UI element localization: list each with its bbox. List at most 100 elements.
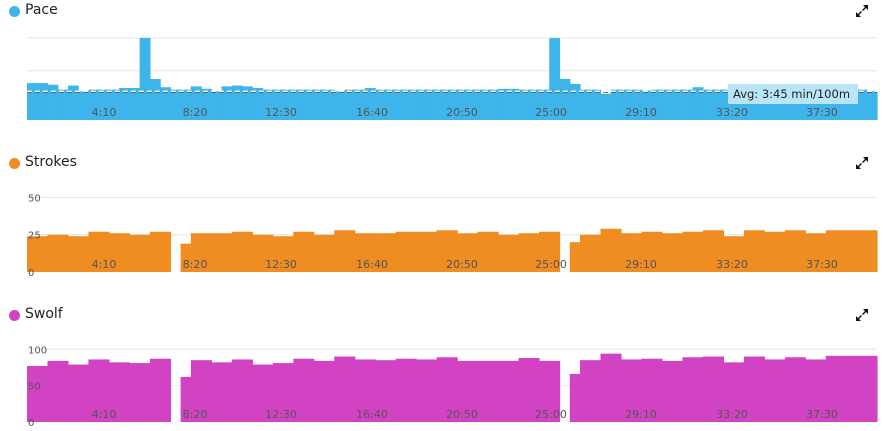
data-bar — [47, 360, 59, 422]
data-bar — [180, 376, 192, 422]
data-bar — [67, 85, 79, 120]
x-tick-label: 12:30 — [265, 258, 297, 271]
swolf-title: Swolf — [25, 306, 63, 322]
data-bar — [733, 362, 745, 422]
data-bar — [149, 358, 161, 422]
data-bar — [498, 360, 509, 422]
expand-icon[interactable] — [855, 156, 869, 170]
data-bar — [190, 360, 202, 422]
data-bar — [283, 236, 294, 272]
x-tick-label: 8:20 — [183, 258, 208, 271]
data-bar — [67, 364, 79, 422]
data-bar — [313, 360, 325, 422]
pace-chart: 4:10 8:20 12:30 16:40 20:50 25:00 29:10 33:20 37… — [27, 37, 878, 120]
data-bar — [610, 89, 622, 120]
data-bar — [702, 89, 714, 120]
data-bar — [98, 89, 110, 120]
data-bar — [856, 230, 868, 272]
data-bar — [364, 233, 376, 272]
data-bar — [866, 91, 878, 120]
data-bar — [303, 231, 315, 272]
data-bar — [518, 89, 530, 120]
data-bar — [108, 362, 120, 422]
data-bar — [323, 360, 335, 422]
data-bar — [815, 359, 827, 422]
data-bar — [631, 89, 643, 120]
data-bar — [764, 90, 776, 120]
data-bar — [764, 231, 776, 272]
data-bar — [487, 231, 499, 272]
expand-icon[interactable] — [855, 4, 869, 18]
x-tick-label: 20:50 — [446, 106, 478, 119]
data-bar — [590, 360, 602, 422]
data-bar — [651, 89, 663, 120]
data-bar — [27, 236, 38, 272]
data-bar — [856, 89, 868, 120]
data-bar — [457, 89, 468, 120]
data-bar — [866, 230, 878, 272]
data-bar — [344, 230, 356, 272]
data-bar — [201, 233, 212, 272]
y-tick-label: 50 — [28, 382, 41, 393]
data-bar — [385, 233, 397, 272]
data-bar — [57, 360, 69, 422]
data-bar — [774, 359, 786, 422]
x-tick-label: 4:10 — [92, 408, 117, 421]
data-bar — [108, 233, 120, 272]
data-bar — [221, 233, 233, 272]
data-bar — [47, 234, 59, 272]
data-bar — [846, 355, 858, 422]
data-bar — [119, 233, 131, 272]
data-bar — [262, 234, 274, 272]
data-bar — [395, 231, 407, 272]
data-bar — [426, 359, 438, 422]
x-tick-label: 12:30 — [265, 106, 297, 119]
data-bar — [190, 86, 202, 120]
data-bar — [692, 357, 704, 422]
data-bar — [375, 89, 387, 120]
data-bar — [211, 233, 223, 272]
data-bar — [149, 79, 161, 120]
data-bar — [610, 228, 622, 272]
data-bar — [27, 83, 38, 120]
data-bar — [221, 86, 233, 120]
data-bar — [569, 242, 581, 272]
data-bar — [713, 356, 724, 422]
data-bar — [436, 230, 448, 272]
data-bar — [498, 234, 509, 272]
data-bar — [467, 233, 479, 272]
data-bar — [549, 38, 561, 120]
data-bar — [641, 90, 653, 120]
data-bar — [119, 88, 131, 120]
expand-icon[interactable] — [855, 308, 869, 322]
y-tick-label: 50 — [28, 193, 41, 204]
y-tick-label: 100 — [28, 345, 47, 356]
x-tick-label: 37:30 — [806, 106, 838, 119]
data-bar — [313, 234, 325, 272]
data-bar — [631, 359, 643, 422]
data-bar — [231, 359, 243, 422]
data-bar — [713, 230, 724, 272]
data-bar — [713, 89, 724, 120]
data-bar — [283, 363, 294, 422]
data-bar — [815, 233, 827, 272]
data-bar — [672, 89, 684, 120]
data-bar — [795, 89, 806, 120]
data-bar — [754, 356, 765, 422]
data-bar — [201, 88, 212, 120]
data-bar — [303, 89, 315, 120]
data-bar — [426, 231, 438, 272]
data-bar — [160, 231, 171, 272]
data-bar — [231, 85, 243, 120]
data-bar — [795, 230, 806, 272]
data-bar — [539, 89, 550, 120]
data-bar — [518, 358, 530, 422]
data-bar — [405, 358, 417, 422]
data-bar — [651, 231, 663, 272]
strokes-header: Strokes — [0, 152, 883, 174]
pace-panel: Pace 4:10 8:20 12:30 16:40 20:50 25:00 29:10 33… — [0, 0, 883, 130]
data-bar — [129, 88, 141, 120]
data-bar — [743, 356, 755, 422]
x-tick-label: 33:20 — [716, 106, 748, 119]
data-bar — [354, 359, 366, 422]
